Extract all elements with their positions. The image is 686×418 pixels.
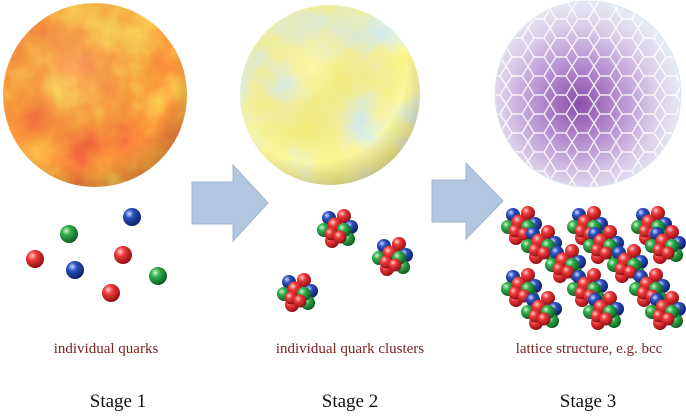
quark-red <box>26 250 44 268</box>
quark-blue <box>66 261 84 279</box>
cluster-lattice <box>501 206 686 330</box>
lattice-sphere-icon <box>494 0 682 188</box>
stage-2-caption: individual quark clusters <box>275 341 425 357</box>
quark-cluster <box>372 237 413 276</box>
quark-cluster <box>277 273 318 312</box>
quark-red <box>114 246 132 264</box>
quark-red <box>102 284 120 302</box>
stage-3-label: Stage 3 <box>559 391 617 412</box>
individual-quarks <box>26 208 167 302</box>
right-arrow-icon-1 <box>191 163 269 243</box>
quark-cluster <box>645 291 686 330</box>
quark-cluster <box>645 225 686 264</box>
quark-cluster <box>317 209 358 248</box>
stage-1-caption: individual quarks <box>53 341 159 357</box>
quark-green <box>149 267 167 285</box>
quark-green <box>60 225 78 243</box>
stage-2-label: Stage 2 <box>321 391 379 412</box>
quark-cluster <box>521 291 562 330</box>
quark-cluster <box>583 291 624 330</box>
plasma-sphere-icon <box>3 3 187 187</box>
stage-3-caption: lattice structure, e.g. bcc <box>515 341 663 357</box>
stage-1-label: Stage 1 <box>89 391 147 412</box>
right-arrow-icon-2 <box>431 161 504 241</box>
quark-clusters <box>277 209 413 312</box>
cooling-sphere-icon <box>240 5 420 185</box>
quark-blue <box>123 208 141 226</box>
